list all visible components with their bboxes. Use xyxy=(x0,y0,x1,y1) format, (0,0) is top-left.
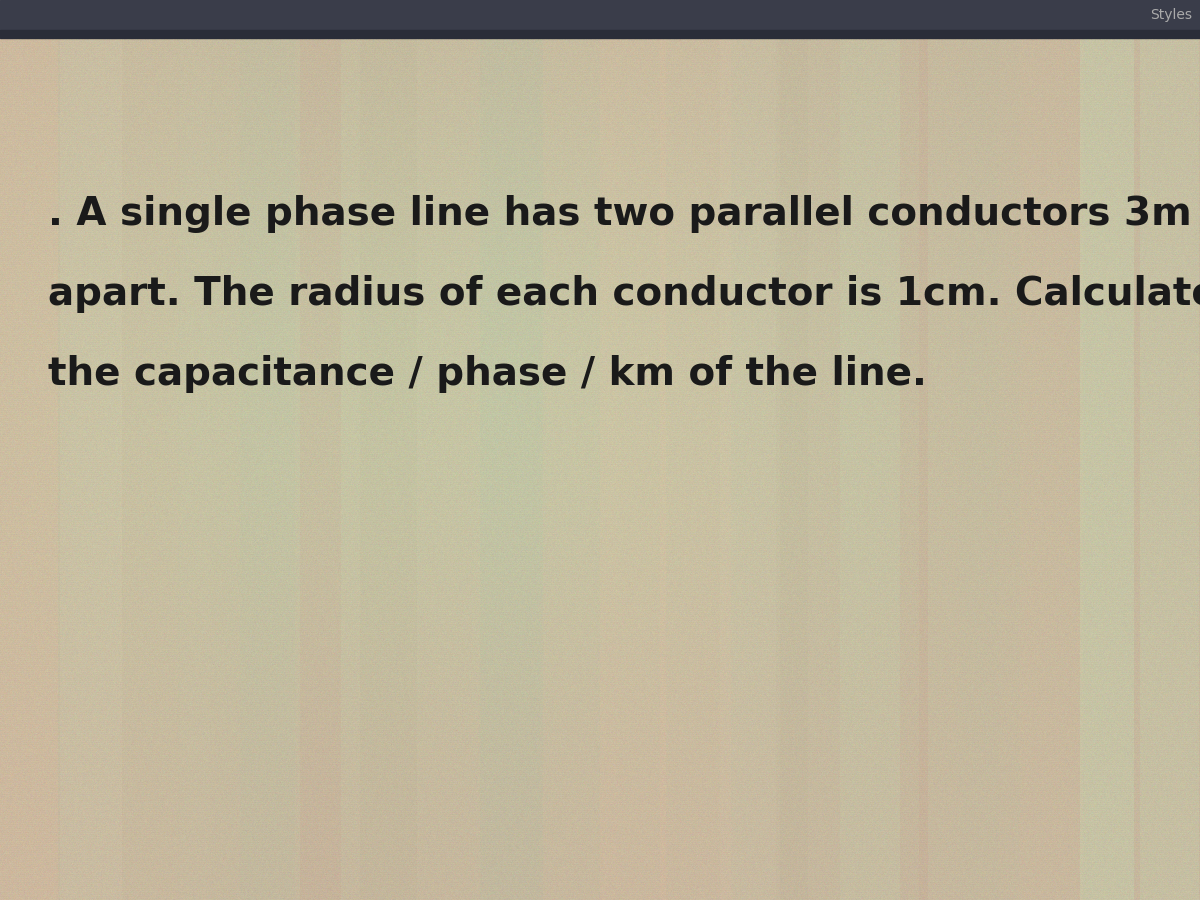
Text: Styles: Styles xyxy=(1150,8,1192,22)
Bar xyxy=(0,0,1200,30)
Text: . A single phase line has two parallel conductors 3m: . A single phase line has two parallel c… xyxy=(48,195,1192,233)
Bar xyxy=(0,30,1200,38)
Text: apart. The radius of each conductor is 1cm. Calculate: apart. The radius of each conductor is 1… xyxy=(48,275,1200,313)
Text: the capacitance / phase / km of the line.: the capacitance / phase / km of the line… xyxy=(48,355,926,393)
